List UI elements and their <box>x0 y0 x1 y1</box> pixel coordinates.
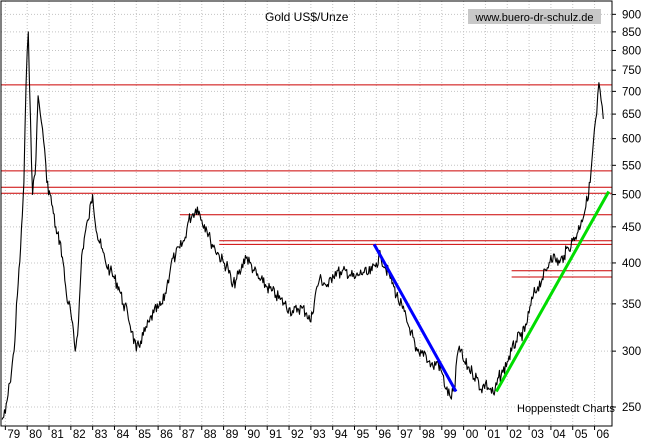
x-tick-label: 02 <box>509 429 522 439</box>
y-tick-label: 750 <box>622 65 641 77</box>
y-tick-label: 450 <box>622 222 641 234</box>
y-tick-label: 350 <box>622 299 641 311</box>
x-tick-label: 03 <box>531 429 544 439</box>
y-tick-label: 650 <box>622 109 641 121</box>
chart-title: Gold US$/Unze <box>265 10 349 24</box>
x-tick-label: 98 <box>422 429 435 439</box>
y-tick-label: 700 <box>622 86 641 98</box>
x-tick-label: 87 <box>182 429 195 439</box>
x-tick-label: 96 <box>378 429 391 439</box>
x-tick-label: 94 <box>335 429 348 439</box>
y-tick-label: 250 <box>622 402 641 414</box>
x-tick-label: 92 <box>291 429 304 439</box>
x-tick-label: 00 <box>466 429 479 439</box>
x-tick-label: 83 <box>95 429 108 439</box>
source-label-box <box>468 9 601 24</box>
x-tick-label: 89 <box>226 429 239 439</box>
x-tick-label: 05 <box>575 429 588 439</box>
y-tick-label: 900 <box>622 9 641 21</box>
credit-label: Hoppenstedt Charts <box>517 403 615 415</box>
x-tick-label: 82 <box>73 429 86 439</box>
x-tick-label: 91 <box>269 429 282 439</box>
x-tick-label: 88 <box>204 429 217 439</box>
x-tick-label: 95 <box>357 429 370 439</box>
x-tick-label: 84 <box>116 429 129 439</box>
y-tick-label: 600 <box>622 134 641 146</box>
x-tick-label: 93 <box>313 429 326 439</box>
x-tick-label: 86 <box>160 429 173 439</box>
series-layer <box>1 31 604 420</box>
y-tick-label: 500 <box>622 190 641 202</box>
x-tick-label: 97 <box>400 429 413 439</box>
x-tick-label: 90 <box>247 429 260 439</box>
y-tick-label: 800 <box>622 45 641 57</box>
trend-lines-layer <box>372 190 611 393</box>
x-tick-label: 04 <box>553 429 566 439</box>
y-axis-ticks: 250 300 350 400 450 500 550 600 650 700 750 800 850 9… <box>612 9 641 414</box>
x-tick-label: 85 <box>138 429 151 439</box>
downtrend-line <box>372 243 458 393</box>
gold-price-series-line <box>1 31 604 420</box>
x-tick-label: 06 <box>597 429 610 439</box>
y-tick-label: 550 <box>622 160 641 172</box>
source-label[interactable]: www.buero-dr-schulz.de <box>475 12 594 24</box>
horizontal-lines-layer <box>1 84 612 278</box>
x-tick-label: 80 <box>29 429 42 439</box>
y-tick-label: 850 <box>622 27 641 39</box>
plot-frame <box>0 0 613 427</box>
y-tick-label: 300 <box>622 346 641 358</box>
y-tick-label: 400 <box>622 258 641 270</box>
uptrend-line <box>495 190 611 393</box>
x-tick-label: 01 <box>487 429 500 439</box>
x-tick-label: 81 <box>51 429 64 439</box>
x-axis-ticks: 79 80 81 82 83 84 85 86 87 88 89 90 91 92 93 94 95 96 97 98… <box>4 426 610 439</box>
x-tick-label: 79 <box>7 429 20 439</box>
x-tick-label: 99 <box>444 429 457 439</box>
grid-layer <box>1 1 612 426</box>
